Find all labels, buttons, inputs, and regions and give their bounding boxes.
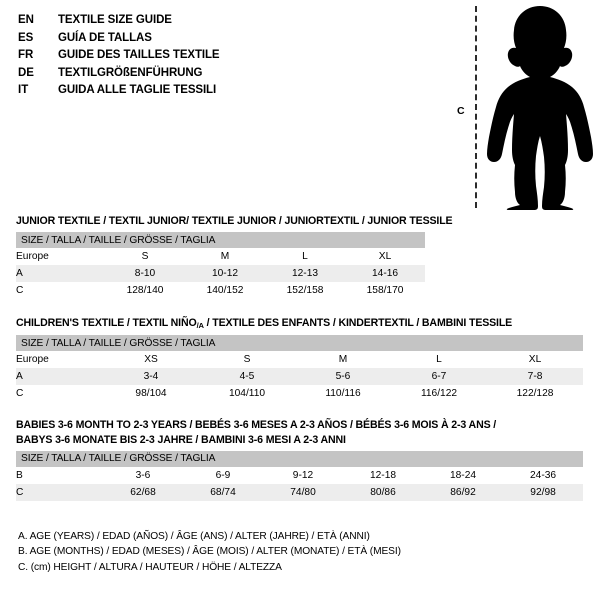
table-row: C 128/140 140/152 152/158 158/170 (16, 282, 425, 299)
babies-title-line2: BABYS 3-6 MONATE BIS 2-3 JAHRE / BAMBINI… (16, 433, 346, 446)
cell: S (141, 251, 149, 262)
babies-title-line1: BABIES 3-6 MONTH TO 2-3 YEARS / BEBÉS 3-… (16, 419, 497, 431)
language-title: TEXTILE SIZE GUIDE (58, 14, 172, 26)
table-row: Europe S M L XL (16, 248, 425, 265)
children-section-title: CHILDREN'S TEXTILE / TEXTIL NIÑO/A / TEX… (16, 317, 583, 330)
cell: 140/152 (206, 285, 244, 296)
junior-band-label: SIZE / TALLA / TAILLE / GRÖSSE / TAGLIA (16, 232, 426, 248)
row-label: Europe (16, 251, 49, 262)
cell: 98/104 (135, 388, 167, 399)
cell: 92/98 (503, 483, 584, 501)
cell: 8-10 (105, 265, 185, 282)
language-row: FR GUIDE DES TAILLES TEXTILE (18, 49, 418, 67)
cell: 74/80 (263, 483, 343, 501)
cell: 80/86 (343, 483, 423, 501)
babies-section-title: BABIES 3-6 MONTH TO 2-3 YEARS / BEBÉS 3-… (16, 419, 583, 446)
language-title: GUIDA ALLE TAGLIE TESSILI (58, 84, 217, 97)
junior-band-row: SIZE / TALLA / TAILLE / GRÖSSE / TAGLIA (16, 232, 426, 248)
legend-row-c: C. (cm) HEIGHT / ALTURA / HAUTEUR / HÖHE… (18, 561, 282, 573)
language-code: DE (18, 66, 34, 79)
language-title: TEXTILGRÖßENFÜHRUNG (58, 66, 203, 79)
cell: 86/92 (423, 483, 503, 501)
cell: 152/158 (286, 285, 324, 296)
junior-textile-section: JUNIOR TEXTILE / TEXTIL JUNIOR/ TEXTILE … (16, 215, 453, 299)
row-label: C (16, 483, 103, 501)
height-measure-label: C (457, 105, 465, 117)
cell: 14-16 (345, 265, 426, 282)
cell: 116/122 (420, 388, 458, 399)
children-title-part1: CHILDREN'S TEXTILE / TEXTIL NIÑO (16, 317, 197, 329)
cell: 68/74 (183, 483, 263, 501)
table-row: Europe XS S M L XL (16, 351, 583, 368)
language-code: IT (18, 84, 29, 97)
babies-textile-section: BABIES 3-6 MONTH TO 2-3 YEARS / BEBÉS 3-… (16, 419, 584, 501)
table-row: C 62/68 68/74 74/80 80/86 86/92 92/98 (16, 483, 584, 501)
babies-band-row: SIZE / TALLA / TAILLE / GRÖSSE / TAGLIA (16, 450, 584, 467)
children-band-label: SIZE / TALLA / TAILLE / GRÖSSE / TAGLIA (16, 335, 584, 351)
language-row: DE TEXTILGRÖßENFÜHRUNG (18, 67, 418, 85)
cell: XL (378, 251, 392, 262)
language-title: GUIDE DES TAILLES TEXTILE (58, 49, 220, 62)
cell: 122/128 (516, 388, 554, 399)
cell: S (243, 354, 251, 365)
cell: 18-24 (449, 469, 477, 481)
table-row: A 3-4 4-5 5-6 6-7 7-8 (16, 368, 584, 385)
cell: 5-6 (295, 368, 391, 385)
legend-row-a: A. AGE (YEARS) / EDAD (AÑOS) / ÂGE (ANS)… (18, 531, 370, 542)
cell: 24-36 (530, 469, 557, 481)
cell: M (338, 354, 348, 365)
children-size-table: SIZE / TALLA / TAILLE / GRÖSSE / TAGLIA … (16, 335, 584, 402)
row-label: Europe (16, 354, 49, 365)
language-code: ES (18, 31, 34, 44)
legend-block: A. AGE (YEARS) / EDAD (AÑOS) / ÂGE (ANS)… (18, 531, 488, 577)
language-title: GUÍA DE TALLAS (58, 31, 152, 44)
table-row: A 8-10 10-12 12-13 14-16 (16, 265, 426, 282)
toddler-silhouette-icon (487, 6, 593, 210)
cell: 104/110 (228, 388, 266, 399)
cell: 7-8 (487, 368, 584, 385)
height-measurement-figure: C (440, 0, 600, 215)
language-row: ES GUÍA DE TALLAS (18, 32, 418, 50)
babies-band-label: SIZE / TALLA / TAILLE / GRÖSSE / TAGLIA (16, 450, 584, 467)
cell: 10-12 (185, 265, 265, 282)
children-title-sub: /A (196, 321, 204, 330)
cell: 128/140 (126, 285, 164, 296)
cell: 9-12 (292, 469, 314, 481)
babies-size-table: SIZE / TALLA / TAILLE / GRÖSSE / TAGLIA … (16, 450, 584, 501)
language-row: IT GUIDA ALLE TAGLIE TESSILI (18, 84, 418, 102)
children-title-part2: / TEXTILE DES ENFANTS / KINDERTEXTIL / B… (203, 317, 513, 329)
junior-size-table: SIZE / TALLA / TAILLE / GRÖSSE / TAGLIA … (16, 232, 426, 299)
cell: M (220, 251, 230, 262)
table-row: C 98/104 104/110 110/116 116/122 122/128 (16, 385, 583, 402)
children-band-row: SIZE / TALLA / TAILLE / GRÖSSE / TAGLIA (16, 335, 584, 351)
row-label: A (16, 368, 103, 385)
cell: 12-13 (265, 265, 345, 282)
height-dashed-line (475, 6, 477, 208)
cell: 12-18 (369, 469, 397, 481)
cell: 3-4 (103, 368, 199, 385)
cell: XS (144, 354, 158, 365)
language-code: FR (18, 49, 34, 62)
cell: 6-7 (391, 368, 487, 385)
cell: L (436, 354, 442, 365)
row-label: C (16, 388, 24, 399)
cell: XL (528, 354, 542, 365)
cell: 158/170 (366, 285, 404, 296)
row-label: A (16, 265, 105, 282)
language-code: EN (18, 14, 34, 26)
row-label: B (16, 469, 23, 481)
junior-section-title: JUNIOR TEXTILE / TEXTIL JUNIOR/ TEXTILE … (16, 215, 453, 227)
legend-row-b: B. AGE (MONTHS) / EDAD (MESES) / ÂGE (MO… (18, 546, 401, 558)
cell: 3-6 (135, 469, 151, 481)
row-label: C (16, 285, 24, 296)
cell: 110/116 (325, 388, 361, 399)
cell: 6-9 (215, 469, 231, 481)
cell: 4-5 (199, 368, 295, 385)
cell: L (302, 251, 308, 262)
language-title-block: EN TEXTILE SIZE GUIDE ES GUÍA DE TALLAS … (18, 14, 418, 102)
language-row: EN TEXTILE SIZE GUIDE (18, 14, 418, 32)
table-row: B 3-6 6-9 9-12 12-18 18-24 24-36 (16, 467, 583, 484)
cell: 62/68 (103, 483, 183, 501)
children-textile-section: CHILDREN'S TEXTILE / TEXTIL NIÑO/A / TEX… (16, 317, 584, 402)
